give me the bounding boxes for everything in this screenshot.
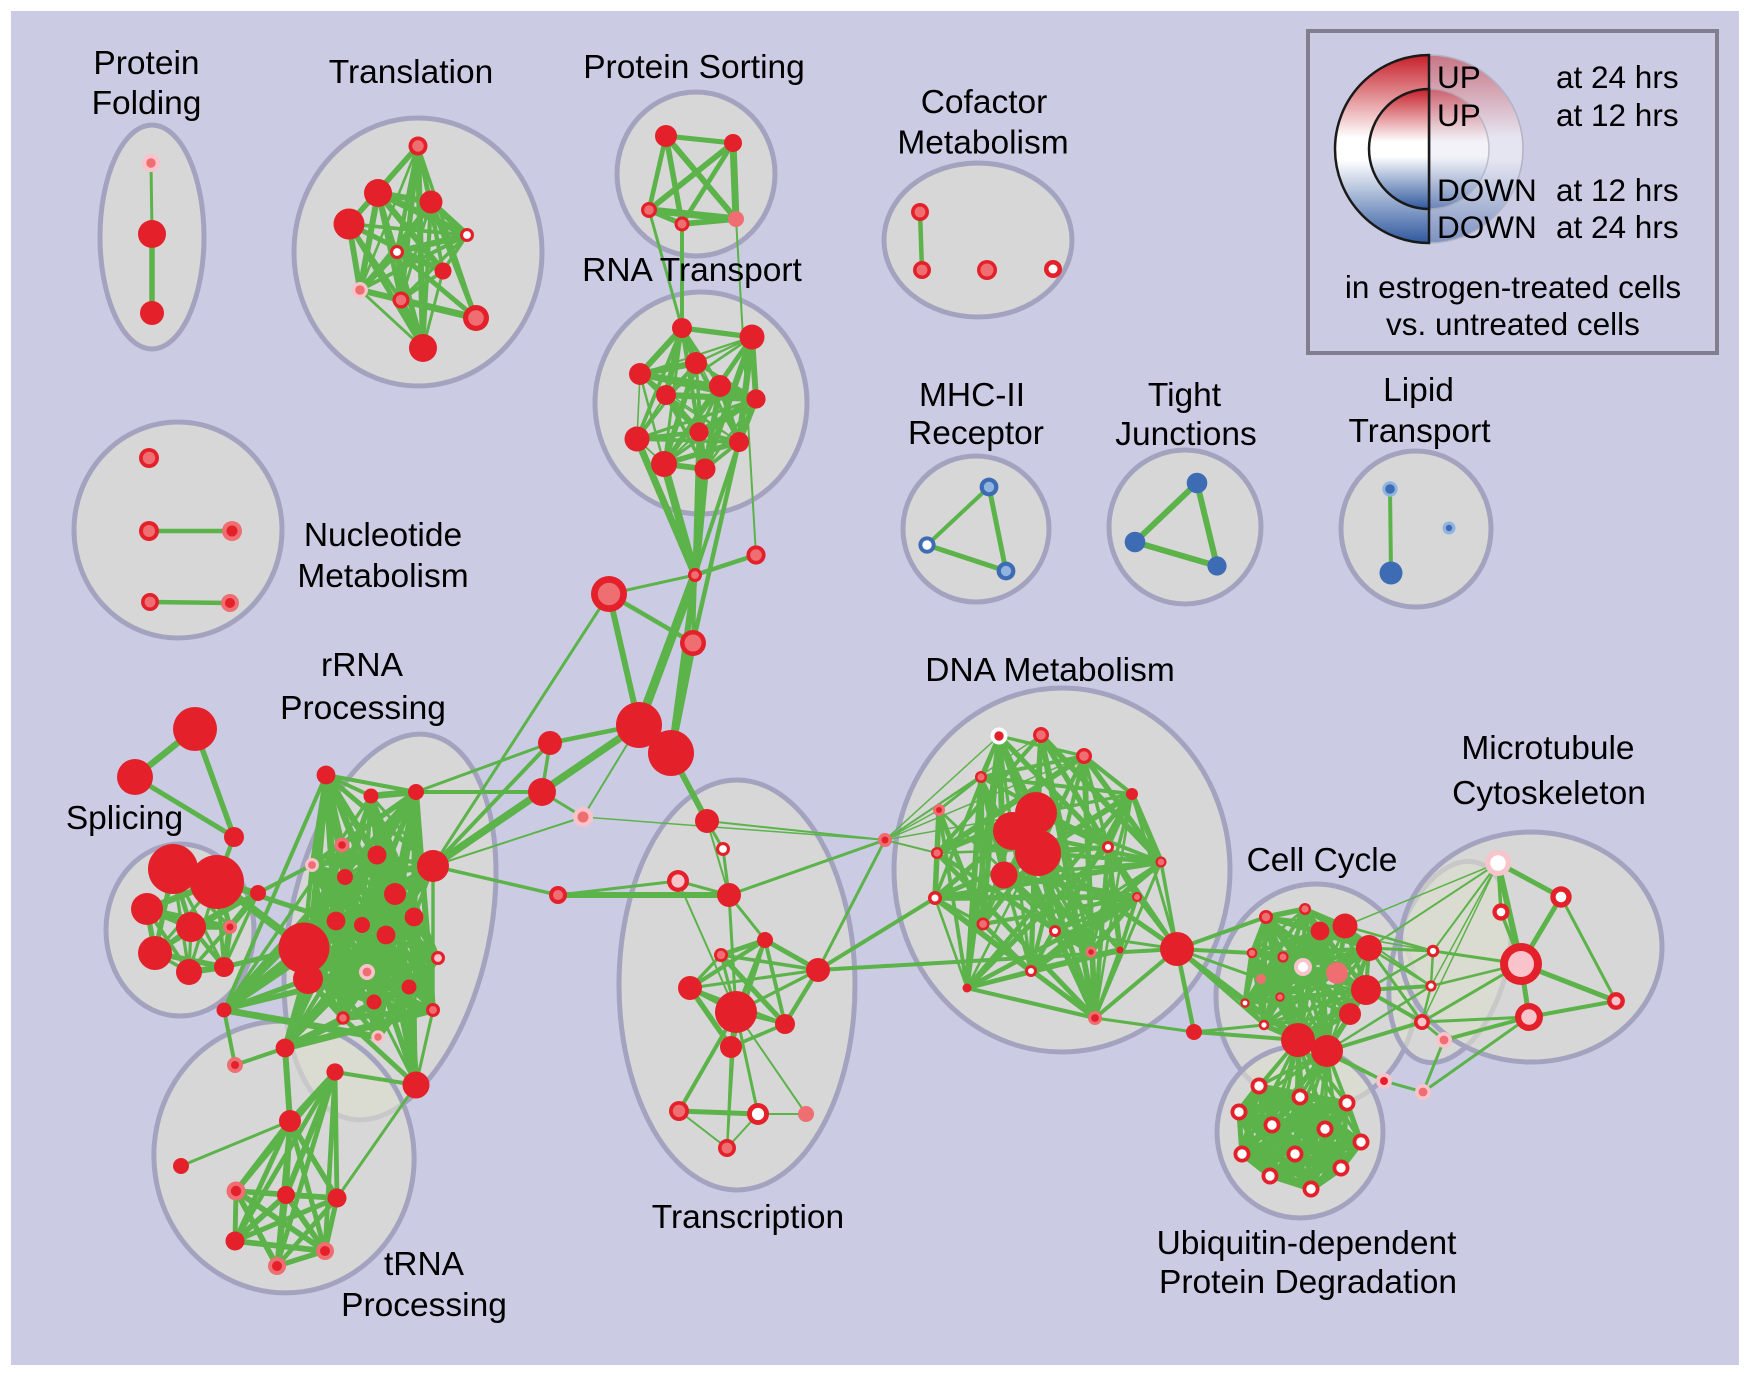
svg-text:rRNA: rRNA [321,647,404,684]
svg-text:Cytoskeleton: Cytoskeleton [1452,775,1646,812]
svg-text:Splicing: Splicing [66,800,183,837]
svg-text:Folding: Folding [92,85,202,122]
svg-text:Tight: Tight [1148,377,1222,414]
svg-text:UP: UP [1437,97,1481,133]
svg-text:at 24 hrs: at 24 hrs [1556,209,1679,245]
svg-text:Metabolism: Metabolism [297,558,468,595]
svg-text:in estrogen-treated cells: in estrogen-treated cells [1345,269,1681,305]
svg-text:Transport: Transport [1348,413,1491,450]
svg-text:tRNA: tRNA [384,1246,465,1283]
svg-text:MHC-II: MHC-II [919,377,1025,414]
svg-text:Lipid: Lipid [1383,372,1454,409]
svg-text:vs. untreated cells: vs. untreated cells [1386,306,1640,342]
svg-text:Transcription: Transcription [652,1199,844,1236]
svg-text:at 12 hrs: at 12 hrs [1556,172,1679,208]
svg-text:RNA Transport: RNA Transport [582,252,802,289]
svg-text:Processing: Processing [280,690,446,727]
svg-text:Metabolism: Metabolism [897,125,1068,162]
svg-text:DOWN: DOWN [1437,172,1537,208]
svg-text:DNA Metabolism: DNA Metabolism [925,652,1174,689]
svg-text:Ubiquitin-dependent: Ubiquitin-dependent [1157,1225,1458,1262]
svg-text:Receptor: Receptor [908,415,1044,452]
svg-text:Junctions: Junctions [1115,416,1257,453]
svg-text:Protein Degradation: Protein Degradation [1159,1264,1457,1301]
svg-text:at 12 hrs: at 12 hrs [1556,97,1679,133]
svg-text:Cell Cycle: Cell Cycle [1247,842,1398,879]
svg-text:Microtubule: Microtubule [1461,730,1634,767]
svg-text:Nucleotide: Nucleotide [304,517,462,554]
svg-text:UP: UP [1437,59,1481,95]
svg-text:Processing: Processing [341,1287,507,1324]
svg-text:Protein Sorting: Protein Sorting [583,49,805,86]
svg-text:Translation: Translation [329,54,493,91]
svg-text:Cofactor: Cofactor [921,84,1048,121]
svg-text:at 24 hrs: at 24 hrs [1556,59,1679,95]
svg-text:DOWN: DOWN [1437,209,1537,245]
svg-text:Protein: Protein [93,45,199,82]
